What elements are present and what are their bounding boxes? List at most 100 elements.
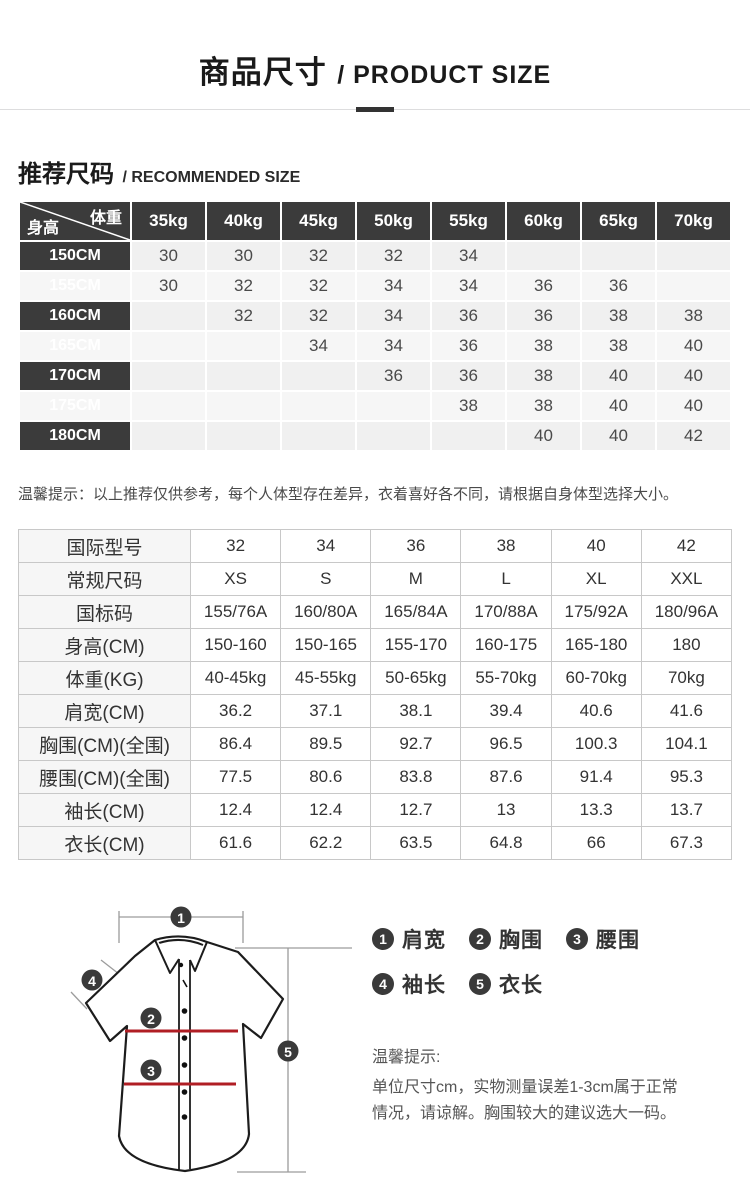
- detail-value-cell: 55-70kg: [460, 661, 552, 695]
- recommend-size-cell: 38: [507, 392, 580, 420]
- recommend-size-cell: 42: [657, 422, 730, 450]
- recommend-size-cell: 32: [282, 242, 355, 270]
- recommend-size-cell: 40: [657, 392, 730, 420]
- recommend-row: 165CM 34 34 36 38 38 40: [20, 332, 730, 360]
- detail-value-cell: 70kg: [640, 661, 733, 695]
- legend-label: 袖长: [402, 974, 446, 997]
- height-header-cell: 160CM: [20, 302, 130, 330]
- detail-value-cell: 170/88A: [460, 595, 552, 629]
- detail-row-label: 腰围(CM)(全围): [18, 760, 191, 794]
- detail-row-label: 衣长(CM): [18, 826, 191, 860]
- weight-header-cell: 60kg: [507, 202, 580, 240]
- marker-sleeve: 4: [81, 969, 103, 991]
- recommend-size-cell: [207, 422, 280, 450]
- title-divider: [0, 107, 750, 112]
- marker-shoulder: 1: [170, 906, 192, 928]
- weight-header-cell: 65kg: [582, 202, 655, 240]
- detail-value-cell: 91.4: [550, 760, 642, 794]
- page-header: 商品尺寸 / PRODUCT SIZE: [0, 0, 750, 112]
- recommend-size-cell: 38: [507, 362, 580, 390]
- detail-row: 袖长(CM) 12.4 12.4 12.7 13 13.3 13.7: [18, 793, 733, 827]
- recommend-size-cell: 36: [582, 272, 655, 300]
- page-title-cn: 商品尺寸: [198, 55, 327, 90]
- recommended-size-heading-cn: 推荐尺码: [18, 161, 114, 188]
- recommend-size-cell: [432, 422, 505, 450]
- shirt-placket: [178, 959, 191, 1170]
- recommend-row: 155CM 30 32 32 34 34 36 36: [20, 272, 730, 300]
- recommend-size-cell: [282, 392, 355, 420]
- detail-value-cell: 63.5: [370, 826, 462, 860]
- recommend-size-cell: 32: [282, 272, 355, 300]
- detail-value-cell: 150-165: [280, 628, 372, 662]
- recommended-size-table: 体重 身高 35kg 40kg 45kg 50kg 55kg 60kg 65kg 70kg 1…: [18, 200, 732, 452]
- recommend-note: 温馨提示：以上推荐仅供参考，每个人体型存在差异，衣着喜好各不同，请根据自身体型选…: [18, 486, 679, 503]
- detail-value-cell: 155-170: [370, 628, 462, 662]
- detail-value-cell: 160/80A: [280, 595, 372, 629]
- tip-line-2: 情况，请谅解。胸围较大的建议选大一码。: [372, 1104, 677, 1122]
- detail-value-cell: 45-55kg: [280, 661, 372, 695]
- recommend-size-cell: 40: [582, 392, 655, 420]
- detail-value-cell: 80.6: [280, 760, 372, 794]
- detail-value-cell: 87.6: [460, 760, 552, 794]
- detail-value-cell: 86.4: [189, 727, 282, 761]
- weight-header-cell: 40kg: [207, 202, 280, 240]
- shirt-measure-diagram: 1 2 3 4 5: [70, 906, 352, 1173]
- detail-row: 体重(KG) 40-45kg 45-55kg 50-65kg 55-70kg 60-70k…: [18, 661, 733, 695]
- detail-value-cell: 32: [189, 529, 282, 563]
- recommend-size-cell: [657, 272, 730, 300]
- recommend-size-cell: [207, 362, 280, 390]
- legend-item: 3 腰围: [566, 924, 640, 954]
- detail-value-cell: XS: [189, 562, 282, 596]
- legend-label: 衣长: [499, 974, 543, 997]
- detail-value-cell: L: [460, 562, 552, 596]
- corner-weight-label: 体重: [89, 210, 122, 227]
- recommend-size-cell: 32: [207, 272, 280, 300]
- measure-section: 1 2 3 4 5 1 肩宽 2 胸围 3 腰围 4 袖长 5 衣长 温馨提示: 单位尺寸cm，实…: [0, 896, 750, 1178]
- detail-row-label: 身高(CM): [18, 628, 191, 662]
- detail-row: 国标码 155/76A 160/80A 165/84A 170/88A 175/92A 18…: [18, 595, 733, 629]
- weight-header-cell: 35kg: [132, 202, 205, 240]
- legend-number-badge: 5: [469, 973, 491, 995]
- detail-value-cell: 89.5: [280, 727, 372, 761]
- recommend-size-cell: 32: [207, 302, 280, 330]
- svg-text:1: 1: [177, 910, 185, 926]
- recommend-size-cell: 40: [657, 362, 730, 390]
- recommend-size-cell: 34: [432, 272, 505, 300]
- recommend-size-cell: 40: [657, 332, 730, 360]
- shirt-buttons: [178, 962, 188, 1120]
- measure-legend: 1 肩宽 2 胸围 3 腰围 4 袖长 5 衣长: [372, 924, 682, 999]
- recommend-size-cell: [207, 392, 280, 420]
- recommend-row: 150CM 30 30 32 32 34: [20, 242, 730, 270]
- sleeve-measure-ticks: [70, 959, 120, 1010]
- detail-value-cell: 12.7: [370, 793, 462, 827]
- recommend-size-cell: [132, 332, 205, 360]
- recommend-size-cell: 38: [507, 332, 580, 360]
- recommend-size-cell: 34: [282, 332, 355, 360]
- detail-size-table: 国际型号 32 34 36 38 40 42 常规尺码 XS S M L XL XXL 国标码 155/76A…: [18, 529, 733, 860]
- tip-line-1: 单位尺寸cm，实物测量误差1-3cm属于正常: [372, 1079, 678, 1096]
- page-title-en: / PRODUCT SIZE: [337, 61, 552, 89]
- legend-label: 腰围: [596, 929, 640, 952]
- recommended-size-heading: 推荐尺码 / RECOMMENDED SIZE: [18, 154, 750, 189]
- detail-value-cell: XL: [550, 562, 642, 596]
- detail-value-cell: 13: [460, 793, 552, 827]
- detail-row-label: 国标码: [18, 595, 191, 629]
- recommend-size-cell: [132, 422, 205, 450]
- recommend-size-cell: [282, 422, 355, 450]
- detail-value-cell: 67.3: [640, 826, 733, 860]
- height-header-cell: 150CM: [20, 242, 130, 270]
- detail-value-cell: 155/76A: [189, 595, 282, 629]
- detail-row: 肩宽(CM) 36.2 37.1 38.1 39.4 40.6 41.6: [18, 694, 733, 728]
- detail-value-cell: 150-160: [189, 628, 282, 662]
- detail-row-label: 肩宽(CM): [18, 694, 191, 728]
- detail-value-cell: 40-45kg: [189, 661, 282, 695]
- tip-title: 温馨提示:: [372, 1049, 441, 1066]
- detail-value-cell: 66: [550, 826, 642, 860]
- detail-row-label: 胸围(CM)(全围): [18, 727, 191, 761]
- detail-value-cell: 36.2: [189, 694, 282, 728]
- corner-diagonal-line: [20, 202, 130, 240]
- detail-value-cell: 34: [280, 529, 372, 563]
- recommend-size-cell: 38: [582, 302, 655, 330]
- detail-value-cell: 165/84A: [370, 595, 462, 629]
- detail-row: 国际型号 32 34 36 38 40 42: [18, 529, 733, 563]
